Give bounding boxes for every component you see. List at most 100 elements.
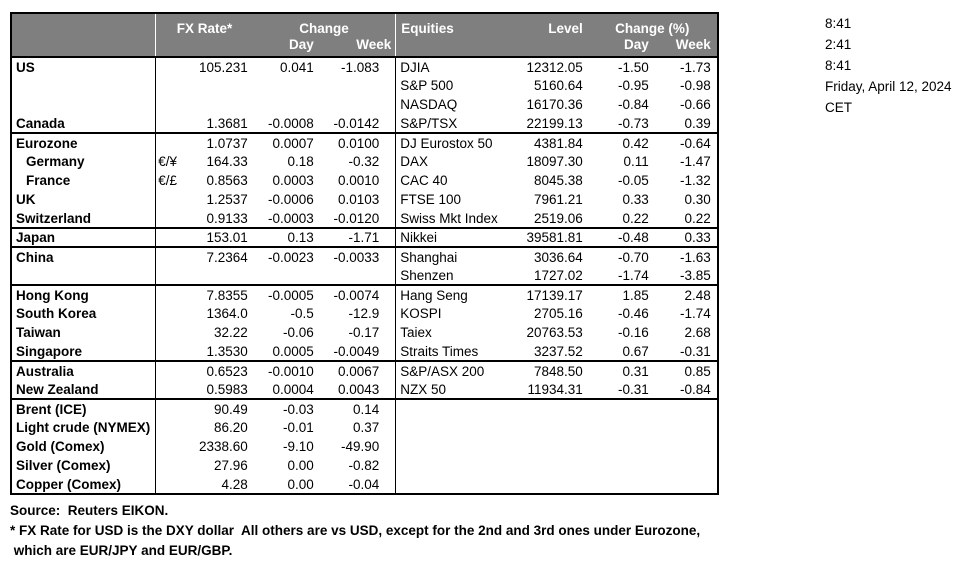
cell-level: 16170.36 bbox=[526, 97, 583, 112]
cell-day: -0.5 bbox=[290, 306, 314, 321]
cell-level bbox=[503, 456, 588, 475]
cell-day: -0.06 bbox=[282, 325, 314, 340]
cell-day: 0.0007 bbox=[272, 135, 314, 151]
cell-week: 0.0010 bbox=[337, 173, 380, 188]
cell-pair bbox=[155, 57, 190, 76]
cell-level: 5160.64 bbox=[533, 78, 583, 93]
cell-rate: 105.231 bbox=[198, 59, 248, 75]
cell-pair bbox=[155, 399, 190, 418]
cell-equity bbox=[395, 437, 503, 456]
cell-eq-day bbox=[588, 399, 654, 418]
cell-eq-day bbox=[588, 456, 654, 475]
cell-pair bbox=[155, 437, 190, 456]
cell-level bbox=[503, 475, 588, 494]
cell-rate: 90.49 bbox=[213, 401, 248, 417]
cell-day: 0.0005 bbox=[252, 342, 319, 362]
cell-week: -0.0033 bbox=[333, 249, 380, 265]
cell-equity: DJ Eurostox 50 bbox=[395, 133, 503, 152]
cell-eq-day: -0.84 bbox=[618, 97, 649, 112]
cell-rate: 1.0737 bbox=[206, 135, 248, 151]
cell-rate: 164.33 bbox=[206, 154, 248, 169]
cell-pair bbox=[155, 323, 190, 342]
cell-day: -0.03 bbox=[282, 401, 314, 417]
cell-eq-week bbox=[654, 399, 718, 418]
cell-day: 0.00 bbox=[287, 476, 314, 492]
cell-equity: NZX 50 bbox=[395, 380, 503, 400]
cell-eq-week: 0.30 bbox=[684, 192, 711, 207]
header-blank-cell bbox=[502, 37, 588, 58]
table-row: Copper (Comex) 4.28 0.00 -0.04 bbox=[11, 475, 718, 494]
cell-eq-week: -1.47 bbox=[680, 154, 711, 169]
cell-pair bbox=[155, 285, 190, 304]
cell-pair bbox=[155, 190, 190, 209]
table-row: Australia 0.6523 -0.0010 0.0067 S&P/ASX 200 7… bbox=[11, 361, 718, 380]
date-line: Friday, April 12, 2024 bbox=[825, 79, 952, 94]
cell-eq-day: 0.33 bbox=[622, 192, 649, 207]
fx-week-header: Week bbox=[318, 37, 396, 58]
cell-eq-day: -0.70 bbox=[618, 249, 649, 265]
cell-week: -0.0142 bbox=[318, 114, 396, 134]
cell-day: 0.0003 bbox=[272, 173, 314, 188]
cell-country: Australia bbox=[16, 363, 74, 379]
cell-equity: CAC 40 bbox=[395, 171, 503, 190]
cell-eq-week: 2.68 bbox=[684, 325, 711, 340]
cell-equity bbox=[395, 399, 503, 418]
cell-rate bbox=[190, 95, 253, 114]
cell-rate: 0.5983 bbox=[189, 380, 253, 400]
cell-eq-day: -0.05 bbox=[618, 173, 649, 188]
cell-rate: 1.3530 bbox=[189, 342, 253, 362]
cell-week: -49.90 bbox=[340, 439, 380, 454]
cell-eq-week: -3.85 bbox=[653, 266, 718, 286]
cell-week: 0.0067 bbox=[337, 363, 380, 379]
cell-day: -0.0006 bbox=[267, 192, 314, 207]
cell-eq-day: -1.50 bbox=[618, 59, 649, 75]
cell-level: 18097.30 bbox=[526, 154, 583, 169]
cell-pair: €/¥ bbox=[155, 152, 190, 171]
table-row: S&P 500 5160.64 -0.95 -0.98 bbox=[11, 76, 718, 95]
cell-rate bbox=[189, 266, 253, 286]
header-blank-cell bbox=[155, 37, 253, 58]
table-row: France €/£ 0.8563 0.0003 0.0010 CAC 40 8045.38… bbox=[11, 171, 718, 190]
cell-eq-week: -0.98 bbox=[680, 78, 711, 93]
table-row: South Korea 1364.0 -0.5 -12.9 KOSPI 2705.16 -0… bbox=[11, 304, 718, 323]
cell-rate: 4.28 bbox=[221, 476, 248, 492]
cell-equity: NASDAQ bbox=[395, 95, 503, 114]
cell-level: 1727.02 bbox=[502, 266, 588, 286]
cell-equity: FTSE 100 bbox=[395, 190, 503, 209]
table-row: Switzerland 0.9133 -0.0003 -0.0120 Swiss Mkt… bbox=[11, 209, 718, 229]
table-row: Gold (Comex) 2338.60 -9.10 -49.90 bbox=[11, 437, 718, 456]
header-blank-cell bbox=[11, 37, 156, 58]
table-row: Canada 1.3681 -0.0008 -0.0142 S&P/TSX 22199.1… bbox=[11, 114, 718, 134]
cell-day bbox=[253, 76, 319, 95]
cell-country: Taiwan bbox=[16, 325, 61, 340]
table-row: China 7.2364 -0.0023 -0.0033 Shanghai 3036.64… bbox=[11, 247, 718, 266]
cell-eq-day: 0.31 bbox=[622, 363, 649, 379]
table-row: Silver (Comex) 27.96 0.00 -0.82 bbox=[11, 456, 718, 475]
cell-eq-day: -0.48 bbox=[587, 228, 654, 248]
cell-level: 22199.13 bbox=[502, 114, 588, 134]
cell-eq-week: -1.74 bbox=[680, 306, 711, 321]
cell-pair: €/£ bbox=[155, 171, 190, 190]
cell-week bbox=[319, 76, 396, 95]
timezone-line: CET bbox=[825, 100, 852, 115]
time-line: 2:41 bbox=[825, 37, 852, 52]
cell-pair bbox=[155, 76, 190, 95]
cell-eq-day bbox=[588, 418, 654, 437]
cell-rate: 0.6523 bbox=[206, 363, 248, 379]
eq-week-header: Week bbox=[653, 37, 718, 58]
cell-day: 0.18 bbox=[287, 154, 314, 169]
fx-rate-header: FX Rate* bbox=[155, 13, 253, 37]
cell-week: -0.0120 bbox=[318, 209, 396, 229]
cell-day: 0.0004 bbox=[252, 380, 319, 400]
cell-day: -0.0005 bbox=[267, 287, 314, 303]
cell-eq-day: -0.16 bbox=[618, 325, 649, 340]
table-row: UK 1.2537 -0.0006 0.0103 FTSE 100 7961.21 0.33… bbox=[11, 190, 718, 209]
cell-week: -1.71 bbox=[318, 228, 396, 248]
cell-week bbox=[319, 95, 396, 114]
cell-eq-day: 0.11 bbox=[623, 154, 649, 169]
cell-week: 0.14 bbox=[352, 401, 380, 417]
cell-equity: S&P 500 bbox=[395, 76, 503, 95]
cell-country: US bbox=[16, 59, 35, 75]
cell-eq-week: -0.64 bbox=[680, 135, 711, 151]
